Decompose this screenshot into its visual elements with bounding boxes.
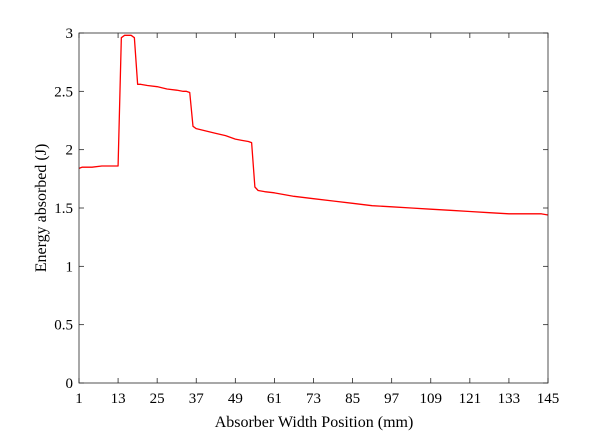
x-tick-label: 1 (75, 391, 83, 407)
y-tick-label: 1 (66, 259, 74, 275)
x-tick-label: 25 (150, 391, 165, 407)
x-tick-label: 37 (189, 391, 205, 407)
x-tick-label: 121 (459, 391, 482, 407)
y-tick-label: 1.5 (54, 201, 73, 217)
x-axis-ticks: 1 13 25 37 49 61 73 85 97 109 121 133 145 (75, 33, 559, 407)
x-tick-label: 49 (228, 391, 243, 407)
x-tick-label: 61 (267, 391, 282, 407)
x-tick-label: 133 (498, 391, 521, 407)
plot-background (79, 33, 548, 383)
y-tick-label: 2 (66, 143, 74, 159)
x-tick-label: 85 (345, 391, 360, 407)
x-tick-label: 13 (111, 391, 126, 407)
y-axis-label: Energy absorbed (J) (33, 144, 50, 273)
y-tick-label: 3 (66, 26, 74, 42)
y-tick-label: 2.5 (54, 84, 73, 100)
x-tick-label: 109 (420, 391, 443, 407)
series-layer (78, 34, 549, 216)
plot-area (79, 33, 548, 383)
y-tick-label: 0.5 (54, 318, 73, 334)
y-tick-label: 0 (66, 376, 74, 392)
x-tick-label: 73 (306, 391, 321, 407)
series-line-0 (78, 34, 549, 216)
y-axis-ticks: 0 0.5 1 1.5 2 2.5 3 (54, 26, 548, 392)
x-tick-label: 97 (384, 391, 400, 407)
x-axis-label: Absorber Width Position (mm) (215, 414, 414, 431)
x-tick-label: 145 (537, 391, 560, 407)
